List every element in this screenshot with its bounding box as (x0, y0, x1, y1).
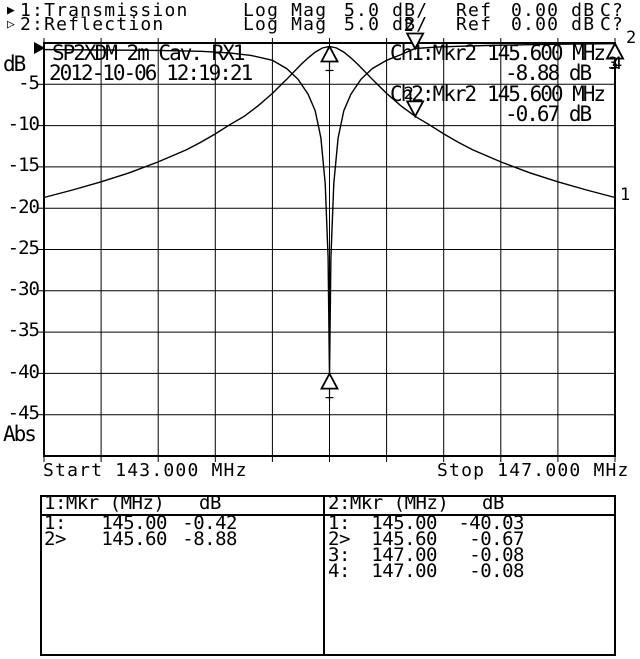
ch2-marker-readout-label: Ch2:Mkr2 (390, 81, 477, 106)
marker-row-number: 3: (328, 544, 350, 567)
ch1-marker-readout-value: -8.88 dB (505, 60, 592, 85)
table1-header: 1:Mkr (MHz) (44, 491, 165, 514)
marker-row-frequency: 147.00 (371, 560, 437, 583)
marker-number-label: 2 (403, 15, 414, 36)
marker-table-row: 1: 145.00 -0.42 (40, 512, 330, 535)
trace-reflection (43, 43, 616, 378)
marker-row-number: 1: (44, 512, 66, 535)
table2-unit-header: dB (482, 491, 504, 514)
trace2-end-label: 2 (626, 27, 637, 48)
plot-timestamp: 2012-10-06 12:19:21 (49, 61, 253, 85)
marker-row-frequency: 147.00 (371, 544, 437, 567)
y-axis-unit-label: dB (3, 52, 26, 76)
table2-header: 2:Mkr (MHz) (328, 491, 449, 514)
ch2-marker-readout-value: -0.67 dB (505, 101, 592, 126)
marker-row-db: -0.42 (182, 512, 237, 535)
trace1-format[interactable]: Log Mag (243, 0, 328, 21)
marker-1-trace1[interactable] (320, 44, 339, 63)
plot-title: SP2XDM 2m Cav. RX1 (52, 41, 246, 65)
table1-unit-header: dB (199, 491, 221, 514)
marker-row-number: 2> (328, 528, 350, 551)
y-axis-tick-label: -35 (7, 319, 40, 342)
trace1-ref-value[interactable]: 0.00 dB (511, 0, 596, 21)
y-axis-tick-label: -45 (7, 402, 40, 424)
ch1-marker-readout-freq: 145.600 MHz (487, 40, 606, 65)
marker-row-number: 1: (328, 512, 350, 535)
trace2-name: 2:Reflection (20, 14, 165, 35)
marker-row-frequency: 145.60 (371, 528, 437, 551)
ch2-marker-readout-freq: 145.600 MHz (487, 81, 606, 106)
trace1-end-label: 1 (620, 185, 631, 206)
trace2-active-marker-icon: ▷ (7, 17, 15, 32)
marker-2-trace2[interactable] (405, 32, 425, 51)
marker-table-header-rule (40, 514, 616, 516)
trace1-ref-label: Ref (456, 0, 493, 21)
trace2-ref-value[interactable]: 0.00 dB (511, 14, 596, 35)
y-axis-tick-label: -10 (7, 112, 40, 135)
y-axis-tick-label: -30 (7, 278, 40, 301)
y-axis-tick-label: -20 (7, 195, 40, 218)
marker-row-frequency: 145.00 (101, 512, 167, 535)
trace2-ref-label: Ref (456, 14, 493, 35)
marker-number-label: 4 (612, 54, 623, 75)
marker-number-label: 2 (403, 83, 414, 104)
marker-row-number: 2> (44, 528, 66, 551)
y-axis-tick-label: -5 (18, 71, 40, 94)
trace1-active-marker-icon: ▶ (7, 3, 15, 18)
marker-table-divider (323, 495, 325, 656)
marker-row-frequency: 145.00 (371, 512, 437, 535)
marker-table-row: 3: 147.00 -0.08 (324, 544, 614, 567)
trace2-scale[interactable]: 5.0 dB/ (344, 14, 429, 35)
marker-table-row: 4: 147.00 -0.08 (324, 560, 614, 583)
sweep-stop-label: Stop 147.000 MHz (437, 460, 630, 481)
trace1-cal-status: C? (600, 0, 625, 21)
marker-row-db: -0.67 (469, 528, 524, 551)
trace1-name: 1:Transmission (20, 0, 189, 21)
marker-row-db: -0.08 (469, 560, 524, 583)
sweep-start-label: Start 143.000 MHz (43, 460, 248, 481)
marker-row-frequency: 145.60 (101, 528, 167, 551)
y-axis-tick-label: -25 (7, 236, 40, 259)
marker-row-db: -0.08 (469, 544, 524, 567)
marker-number-label: 3 (608, 54, 619, 75)
marker-row-db: -40.03 (458, 512, 524, 535)
y-axis-tick-label: -15 (7, 154, 40, 177)
y-axis-tick-label: -40 (7, 360, 40, 383)
marker-table-row: 2> 145.60 -8.88 (40, 528, 330, 551)
y-axis-abs-label: Abs (3, 422, 37, 446)
trace2-cal-status: C? (600, 14, 625, 35)
marker-2-trace1[interactable] (405, 100, 425, 119)
marker-table-row: 2> 145.60 -0.67 (324, 528, 614, 551)
trace1-scale[interactable]: 5.0 dB/ (344, 0, 429, 21)
marker-table-frame (40, 495, 616, 656)
marker-table-row: 1: 145.00 -40.03 (324, 512, 614, 535)
ch1-marker-readout-label: Ch1:Mkr2 (390, 40, 477, 65)
marker-1-trace2[interactable] (320, 371, 339, 390)
marker-row-db: -8.88 (182, 528, 237, 551)
marker-row-number: 4: (328, 560, 350, 583)
trace2-format[interactable]: Log Mag (243, 14, 328, 35)
